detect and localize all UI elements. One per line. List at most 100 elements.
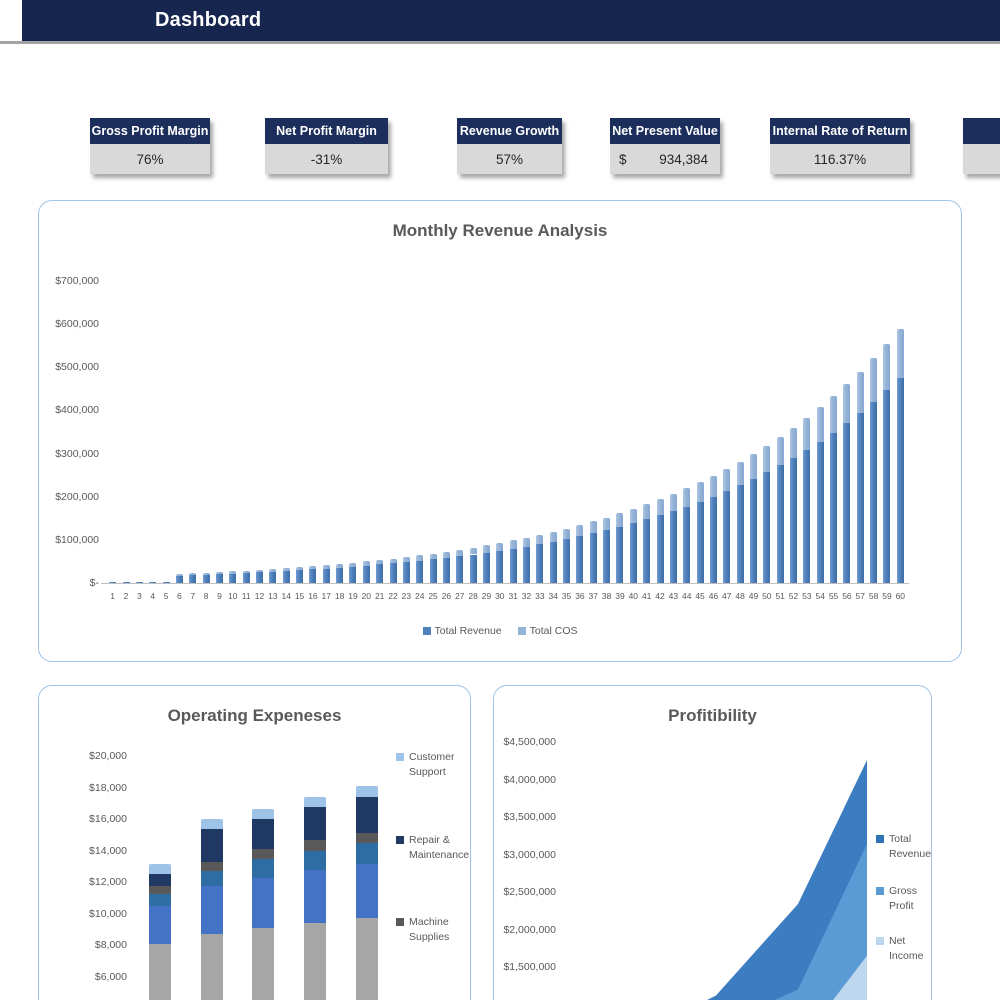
- x-tick-label: 38: [601, 591, 612, 601]
- bar-total-cos: [402, 557, 410, 563]
- opex-bar-segment: [252, 819, 274, 849]
- opex-bar-segment: [201, 933, 223, 1000]
- bar-total-cos: [709, 475, 717, 497]
- bar-total-revenue: [763, 472, 771, 583]
- x-tick-label: 12: [254, 591, 265, 601]
- kpi-value: 116.37%: [770, 144, 910, 174]
- y-tick-label: $16,000: [89, 813, 127, 825]
- bar-total-cos: [429, 553, 437, 560]
- bar-total-cos: [269, 568, 277, 572]
- bar-total-revenue: [603, 530, 611, 583]
- bar-total-revenue: [456, 556, 464, 583]
- bar-total-cos: [509, 540, 517, 549]
- bar-total-cos: [883, 344, 891, 391]
- y-tick-label: $18,000: [89, 781, 127, 794]
- bar-total-revenue: [656, 515, 664, 583]
- bar-total-cos: [816, 407, 824, 442]
- bar-total-revenue: [616, 526, 624, 583]
- bar-total-revenue: [402, 562, 410, 583]
- kpi-card-5[interactable]: Internal Rate of Return 116.37%: [770, 118, 910, 174]
- bar-total-revenue: [563, 539, 571, 583]
- x-tick-label: 20: [361, 591, 372, 601]
- bar-total-cos: [256, 569, 264, 573]
- kpi-card-4[interactable]: Net Present Value $934,384: [610, 118, 720, 174]
- kpi-label: Net Profit Margin: [265, 118, 388, 144]
- bar-total-revenue: [242, 572, 250, 583]
- x-tick-label: 54: [815, 591, 825, 601]
- bar-total-revenue: [215, 574, 223, 583]
- opex-bar-segment: [304, 922, 326, 1000]
- opex-bar-segment: [252, 848, 274, 859]
- x-tick-label: 25: [428, 591, 438, 601]
- opex-bar-segment: [201, 861, 223, 871]
- bar-total-cos: [549, 531, 557, 542]
- bar-total-revenue: [469, 554, 477, 583]
- bar-total-cos: [416, 555, 424, 561]
- y-tick-label: $8,000: [94, 939, 127, 951]
- x-tick-label: 26: [441, 591, 452, 601]
- y-tick-label: $1,000,000: [496, 999, 556, 1000]
- kpi-card-2[interactable]: Net Profit Margin -31%: [265, 118, 388, 174]
- bar-total-cos: [442, 551, 450, 558]
- x-tick-label: 28: [468, 591, 478, 601]
- bar-total-cos: [456, 549, 464, 557]
- profitability-chart[interactable]: Profitibility $4,500,000 $4,000,000 $3,500…: [493, 685, 932, 1000]
- bar-total-cos: [336, 563, 344, 568]
- opex-bar-segment: [356, 796, 378, 833]
- y-tick-label: $6,000: [94, 970, 127, 983]
- x-tick-label: 32: [521, 591, 532, 601]
- legend-label: Total Revenue: [889, 833, 932, 860]
- x-tick-label: 41: [641, 591, 652, 601]
- legend-swatch: [396, 918, 404, 926]
- chart-title: Operating Expeneses: [167, 706, 342, 725]
- legend-item: Gross Profit: [876, 884, 917, 914]
- opex-bar-segment: [149, 864, 171, 875]
- opex-bar-segment: [201, 885, 223, 934]
- x-tick-label: 4: [150, 591, 156, 601]
- x-tick-label: 31: [508, 591, 518, 601]
- kpi-value: $934,384: [610, 144, 720, 174]
- bar-total-cos: [296, 567, 304, 571]
- bar-total-cos: [616, 513, 624, 527]
- x-tick-label: 24: [414, 591, 425, 601]
- x-tick-label: 18: [334, 591, 345, 601]
- bar-total-cos: [376, 560, 384, 565]
- operating-expenses-chart[interactable]: Operating Expeneses $20,000 $18,000 $16,00…: [38, 685, 471, 1000]
- y-tick-label: $14,000: [89, 844, 127, 857]
- x-tick-label: 33: [535, 591, 545, 601]
- bar-total-revenue: [309, 569, 317, 583]
- bar-total-revenue: [202, 574, 210, 583]
- bar-total-revenue: [336, 567, 344, 583]
- kpi-card-6[interactable]: Expec: [963, 118, 1000, 174]
- bar-total-revenue: [162, 582, 170, 583]
- bar-total-revenue: [883, 390, 891, 583]
- bar-total-revenue: [496, 550, 504, 583]
- y-tick-label: $10,000: [89, 907, 127, 920]
- profitability-area-plot: [707, 760, 867, 1000]
- y-tick-label: $4,500,000: [503, 736, 556, 748]
- x-tick-label: 17: [321, 591, 331, 601]
- x-tick-label: 36: [575, 591, 585, 601]
- kpi-label: Revenue Growth: [457, 118, 562, 144]
- opex-bar-segment: [149, 906, 171, 945]
- kpi-value: 57%: [457, 144, 562, 174]
- x-tick-label: 11: [241, 591, 251, 601]
- kpi-card-1[interactable]: Gross Profit Margin 76%: [90, 118, 210, 174]
- monthly-revenue-chart[interactable]: Monthly Revenue Analysis $700,000 $600,00…: [38, 200, 962, 662]
- legend-label: Net Income: [889, 935, 924, 962]
- bar-total-cos: [843, 384, 851, 423]
- area-gross-profit: [775, 844, 867, 1000]
- bar-total-cos: [215, 572, 223, 575]
- sheet-header-bar: Dashboard: [22, 0, 1000, 41]
- bar-total-cos: [496, 543, 504, 551]
- x-tick-label: 22: [388, 591, 398, 601]
- legend-item: Repair & Maintenance: [396, 833, 469, 863]
- opex-bar-segment: [252, 859, 274, 879]
- x-axis-line: [101, 583, 909, 584]
- bar-total-revenue: [856, 412, 864, 583]
- bar-total-cos: [803, 417, 811, 450]
- legend-item: Total Revenue: [876, 832, 931, 862]
- kpi-card-3[interactable]: Revenue Growth 57%: [457, 118, 562, 174]
- legend-item: Customer Support: [396, 750, 455, 780]
